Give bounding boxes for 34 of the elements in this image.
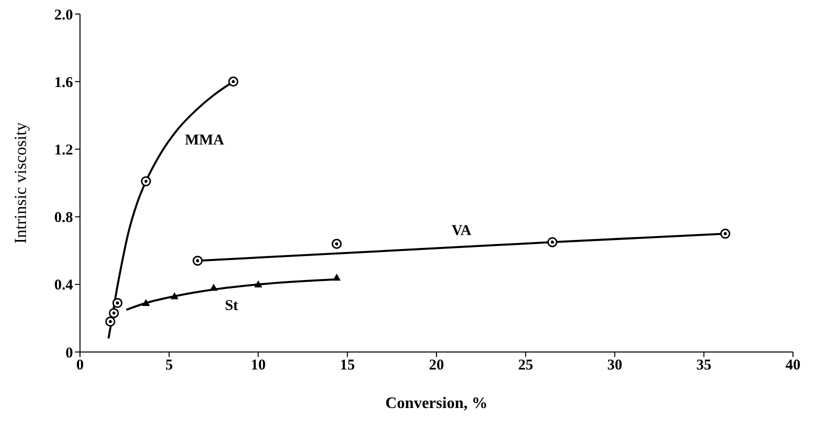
series-label: MMA (184, 132, 224, 148)
x-tick-label: 35 (696, 358, 712, 374)
point (192, 256, 203, 266)
point (547, 237, 558, 248)
y-tick-label: 1.6 (54, 74, 74, 91)
point (254, 280, 262, 288)
x-tick-label: 0 (76, 358, 84, 374)
y-tick-label: 0 (66, 345, 73, 362)
point (142, 298, 150, 306)
x-tick-label: 30 (607, 358, 622, 374)
x-tick-label: 25 (518, 358, 534, 374)
y-tick-label: 2.0 (54, 7, 73, 24)
point (720, 228, 730, 239)
series-label: St (224, 298, 238, 314)
series-label: VA (452, 222, 472, 239)
x-tick-label: 15 (340, 358, 355, 374)
point (105, 316, 116, 327)
point (112, 298, 122, 308)
x-tick-label: 40 (786, 358, 800, 374)
point (140, 176, 151, 186)
x-tick-label: 20 (429, 358, 444, 374)
point (332, 238, 342, 249)
point (170, 292, 178, 300)
point (332, 274, 341, 281)
point (210, 284, 218, 291)
point (228, 76, 238, 87)
y-tick-label: 1.2 (54, 142, 73, 159)
y-axis-title: Intrinsic viscosity (11, 122, 30, 244)
y-tick-label: 0.8 (54, 210, 73, 226)
point (108, 308, 119, 318)
x-tick-label: 5 (165, 358, 173, 374)
y-tick-label: 0.4 (54, 278, 74, 294)
x-axis-title: Conversion, % (385, 395, 488, 412)
x-tick-label: 10 (250, 358, 266, 374)
